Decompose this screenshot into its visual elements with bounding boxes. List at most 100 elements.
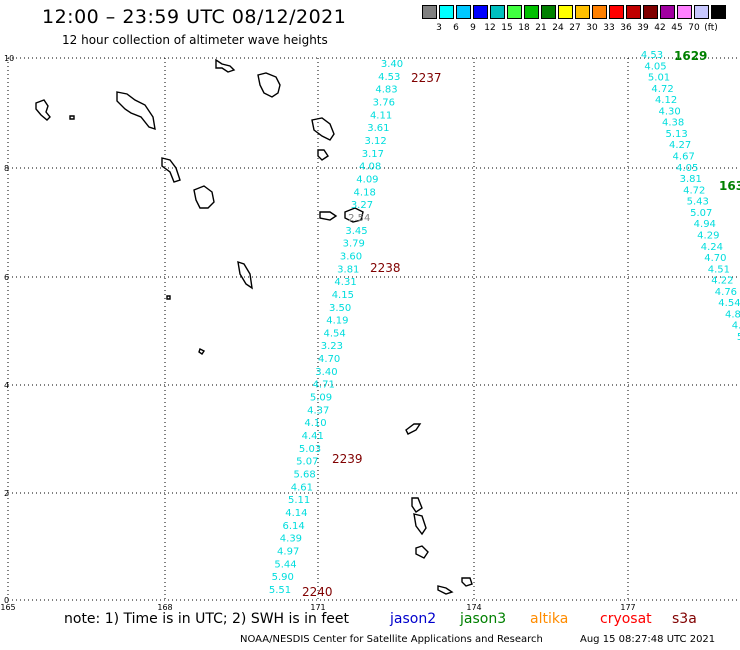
wave-height-label: 4.83 bbox=[375, 85, 397, 96]
island-outlines bbox=[35, 58, 473, 595]
wave-height-label: 4.41 bbox=[302, 431, 324, 442]
legend-swatch bbox=[643, 5, 659, 19]
legend-swatch bbox=[456, 5, 472, 19]
wave-height-label: 4.09 bbox=[356, 174, 378, 185]
legend-swatch bbox=[422, 5, 438, 19]
legend-label: 9 bbox=[470, 23, 476, 33]
wave-height-label: 4.37 bbox=[307, 405, 329, 416]
wave-height-label: 3.81 bbox=[337, 264, 359, 275]
island-outline bbox=[461, 577, 473, 587]
wave-height-label: 5.09 bbox=[310, 393, 332, 404]
wave-height-label: 4.10 bbox=[304, 418, 326, 429]
wave-height-label: 3.12 bbox=[364, 136, 386, 147]
island-outline bbox=[166, 295, 171, 300]
wave-height-label: 4.54 bbox=[718, 298, 740, 309]
island-outline bbox=[35, 99, 51, 121]
island-outline bbox=[415, 545, 429, 559]
x-tick-label: 171 bbox=[310, 603, 325, 612]
wave-height-label: 5.07 bbox=[296, 457, 318, 468]
mission-altika: altika bbox=[530, 611, 569, 627]
wave-height-label: 4.08 bbox=[359, 162, 381, 173]
wave-height-label: 4.15 bbox=[332, 290, 354, 301]
wave-height-label: 4.12 bbox=[655, 95, 677, 106]
legend-label: 42 bbox=[654, 23, 666, 33]
wave-height-label: 4.61 bbox=[291, 482, 313, 493]
pass-time-label: 2238 bbox=[370, 261, 401, 275]
wave-height-label: 4.24 bbox=[701, 242, 723, 253]
legend-label: 15 bbox=[501, 23, 513, 33]
pass-time-label: 2240 bbox=[302, 585, 333, 599]
generated-timestamp: Aug 15 08:27:48 UTC 2021 bbox=[580, 634, 716, 645]
wave-height-label: 4.22 bbox=[711, 276, 733, 287]
wave-height-label: 4.94 bbox=[694, 219, 716, 230]
island-outline bbox=[311, 117, 335, 141]
y-tick-label: 4 bbox=[4, 381, 9, 390]
wave-height-label: 4.71 bbox=[313, 380, 335, 391]
legend-label: 70 bbox=[688, 23, 700, 33]
legend-swatch bbox=[609, 5, 625, 19]
wave-height-label: 3.79 bbox=[343, 239, 365, 250]
legend-swatch bbox=[524, 5, 540, 19]
wave-height-label: 2.54 bbox=[348, 213, 370, 224]
island-outline bbox=[198, 348, 206, 355]
mission-jason2: jason2 bbox=[390, 611, 437, 627]
wave-height-label: 4. bbox=[732, 321, 740, 332]
wave-height-label: 6.14 bbox=[283, 521, 305, 532]
wave-height-label: 5.68 bbox=[293, 470, 315, 481]
wave-height-label: 4.72 bbox=[683, 185, 705, 196]
wave-height-label: 4.14 bbox=[285, 508, 307, 519]
wave-height-label: 5.03 bbox=[299, 444, 321, 455]
wave-height-label: 3.40 bbox=[315, 367, 337, 378]
legend-swatch bbox=[660, 5, 676, 19]
legend-swatch bbox=[507, 5, 523, 19]
wave-height-label: 3.27 bbox=[351, 200, 373, 211]
wave-height-label: 4.67 bbox=[673, 152, 695, 163]
legend-label: 6 bbox=[453, 23, 459, 33]
wave-height-label: 4.53 bbox=[641, 50, 663, 61]
island-outline bbox=[257, 72, 281, 98]
units-note: note: 1) Time is in UTC; 2) SWH is in fe… bbox=[64, 611, 350, 627]
wave-height-label: 3.76 bbox=[373, 97, 395, 108]
credit-footer: NOAA/NESDIS Center for Satellite Applica… bbox=[240, 634, 543, 645]
y-tick-label: 6 bbox=[4, 273, 9, 282]
legend-swatch bbox=[558, 5, 574, 19]
legend-swatch bbox=[490, 5, 506, 19]
x-tick-label: 168 bbox=[157, 603, 172, 612]
wave-height-label: 4.39 bbox=[280, 534, 302, 545]
wave-height-label: 4.31 bbox=[334, 277, 356, 288]
map-title: 12:00 – 23:59 UTC 08/12/2021 bbox=[42, 6, 347, 28]
pass-time-label: 163 bbox=[719, 179, 740, 193]
legend-label: 33 bbox=[603, 23, 615, 33]
wave-height-label: 4.51 bbox=[708, 264, 730, 275]
legend-label: 24 bbox=[552, 23, 564, 33]
legend-label: 39 bbox=[637, 23, 649, 33]
legend-label: 27 bbox=[569, 23, 581, 33]
legend-label: 36 bbox=[620, 23, 632, 33]
legend-swatch bbox=[473, 5, 489, 19]
wave-height-label: 3.81 bbox=[680, 174, 702, 185]
wave-height-label: 5.90 bbox=[272, 572, 294, 583]
wave-height-label: 4.97 bbox=[277, 547, 299, 558]
legend-swatch bbox=[575, 5, 591, 19]
wave-height-label: 4.38 bbox=[662, 118, 684, 129]
legend-swatch bbox=[677, 5, 693, 19]
wave-height-label: 4.30 bbox=[658, 106, 680, 117]
legend-label: 45 bbox=[671, 23, 683, 33]
legend-label: 30 bbox=[586, 23, 598, 33]
wave-height-label: 4.05 bbox=[644, 61, 666, 72]
wave-height-label: 4.29 bbox=[697, 230, 719, 241]
legend-swatch bbox=[541, 5, 557, 19]
mission-jason3: jason3 bbox=[460, 611, 507, 627]
wave-height-label: 4.18 bbox=[354, 187, 376, 198]
legend-label: (ft) bbox=[704, 23, 718, 33]
wave-height-label: 5.07 bbox=[690, 208, 712, 219]
y-tick-label: 8 bbox=[4, 164, 9, 173]
island-outline bbox=[405, 423, 422, 435]
wave-height-label: 4.27 bbox=[669, 140, 691, 151]
map-subtitle: 12 hour collection of altimeter wave hei… bbox=[62, 33, 328, 47]
island-outline bbox=[215, 58, 236, 73]
pass-time-label: 2237 bbox=[411, 71, 442, 85]
x-tick-label: 174 bbox=[466, 603, 481, 612]
wave-height-label: 3.60 bbox=[340, 251, 362, 262]
wave-height-label: 4.72 bbox=[651, 84, 673, 95]
